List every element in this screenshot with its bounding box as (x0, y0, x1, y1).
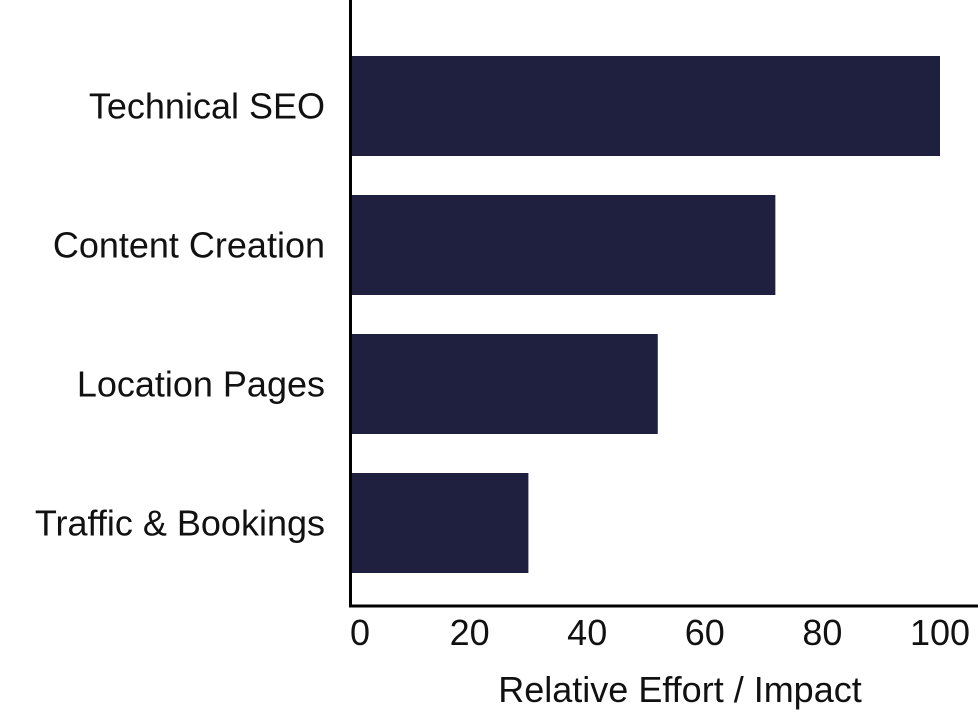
x-axis-title: Relative Effort / Impact (498, 669, 861, 710)
x-tick-label: 100 (910, 612, 970, 653)
x-tick-label: 60 (685, 612, 725, 653)
bar-technical-seo (352, 56, 940, 156)
category-label: Content Creation (53, 225, 325, 266)
x-tick-label: 80 (802, 612, 842, 653)
x-tick-label: 40 (567, 612, 607, 653)
x-tick-labels: 0 20 40 60 80 100 (350, 612, 970, 653)
bars-group (352, 56, 940, 573)
x-tick-label: 0 (350, 612, 370, 653)
category-label: Technical SEO (89, 86, 325, 127)
bar-traffic-bookings (352, 473, 529, 573)
category-label: Location Pages (77, 364, 325, 405)
bar-content-creation (352, 195, 776, 295)
x-tick-label: 20 (450, 612, 490, 653)
category-label: Traffic & Bookings (35, 503, 325, 544)
bar-location-pages (352, 334, 658, 434)
category-labels: Technical SEO Content Creation Location Pa… (35, 86, 325, 544)
